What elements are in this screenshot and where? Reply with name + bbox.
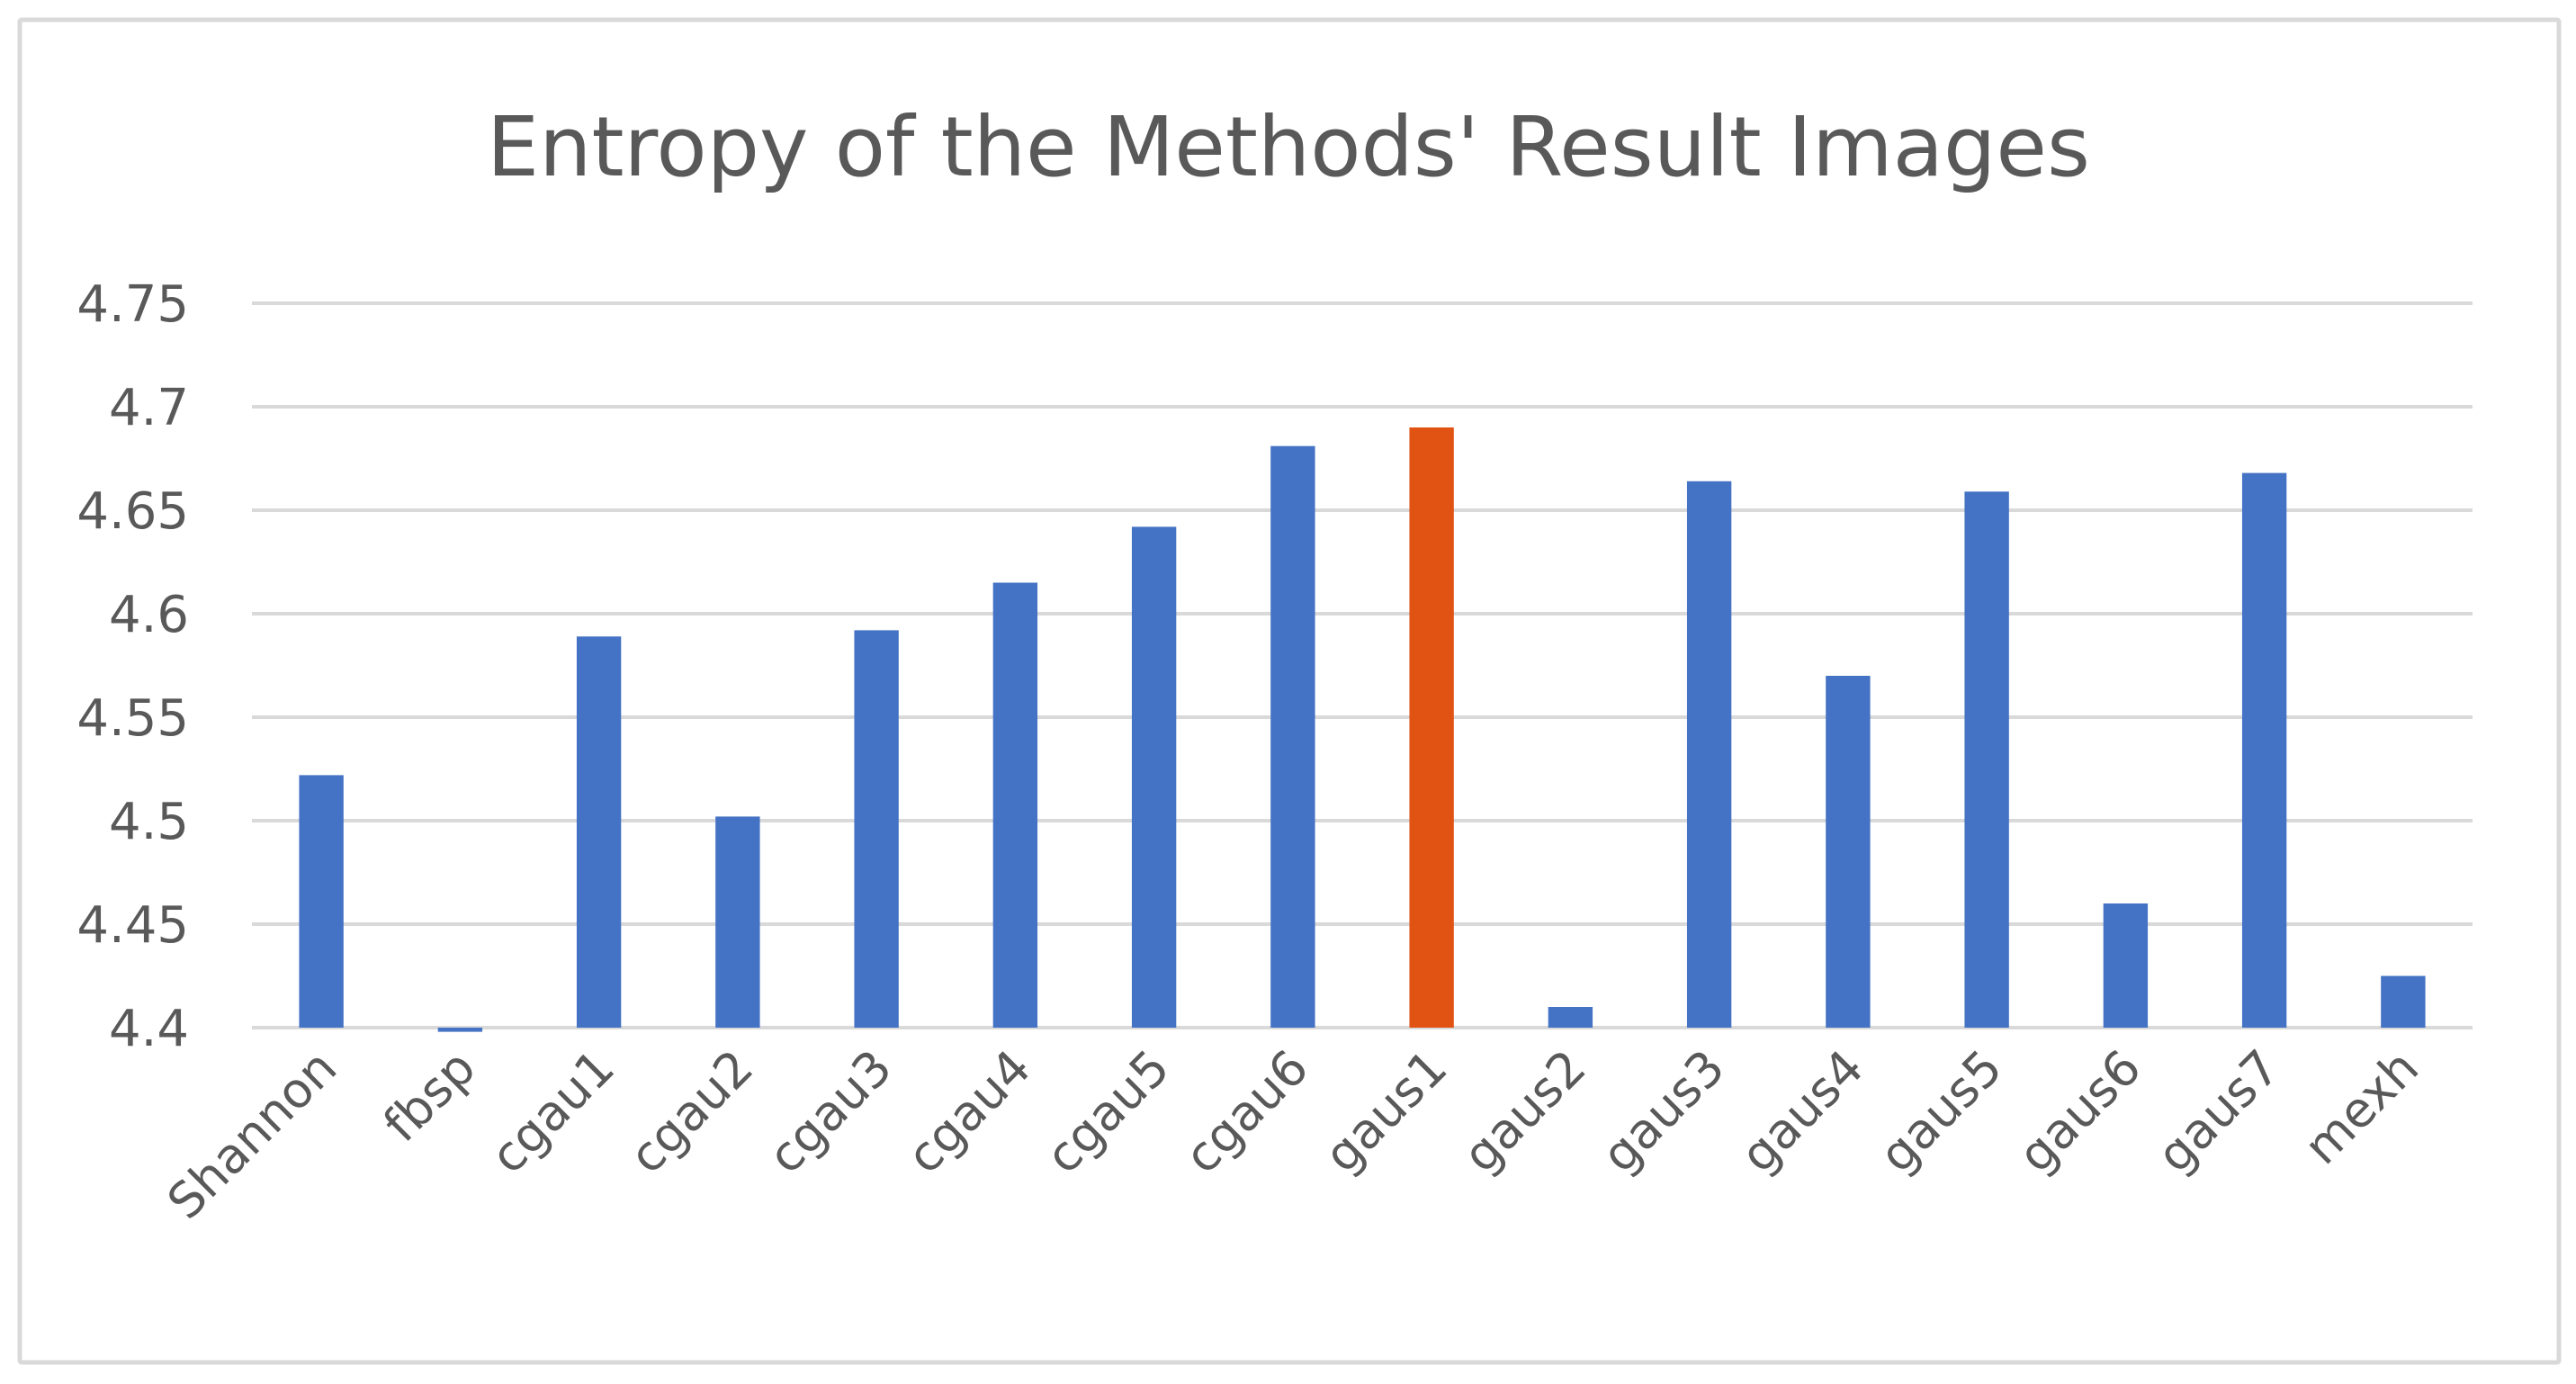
bar-gaus1 (1409, 427, 1454, 1028)
y-axis: 4.4 4.45 4.5 4.55 4.6 4.65 4.7 4.75 (76, 275, 189, 1058)
bar-gaus3 (1686, 481, 1732, 1028)
bar-gaus2 (1548, 1007, 1593, 1028)
gridlines (252, 301, 2473, 1029)
bar-cgau3 (854, 630, 899, 1028)
y-tick-label: 4.75 (76, 275, 189, 334)
bar-cgau4 (992, 582, 1038, 1028)
bar-gaus4 (1826, 676, 1871, 1028)
y-tick-label: 4.65 (76, 482, 189, 541)
bars (299, 427, 2426, 1032)
y-tick-label: 4.5 (109, 793, 189, 851)
y-tick-label: 4.6 (109, 586, 189, 644)
bar-gaus5 (1964, 491, 2009, 1028)
y-tick-label: 4.45 (76, 896, 189, 955)
chart-title: Entropy of the Methods' Result Images (487, 99, 2090, 195)
bar-gaus7 (2241, 472, 2287, 1028)
y-tick-label: 4.7 (109, 379, 189, 437)
y-tick-label: 4.55 (76, 689, 189, 748)
bar-cgau1 (576, 636, 622, 1028)
bar-cgau6 (1270, 445, 1315, 1028)
bar-mexh (2381, 975, 2426, 1028)
y-tick-label: 4.4 (109, 1000, 189, 1058)
bar-cgau2 (715, 816, 760, 1028)
bar-cgau5 (1131, 526, 1177, 1028)
bar-shannon (299, 775, 344, 1028)
bar-gaus6 (2103, 903, 2149, 1028)
bar-fbsp (437, 1028, 483, 1032)
